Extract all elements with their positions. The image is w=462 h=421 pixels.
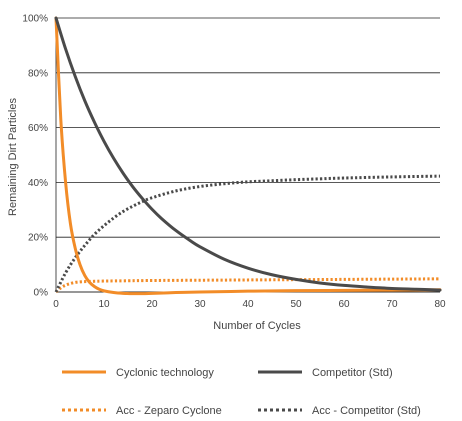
y-tick-label: 40% [28,178,48,189]
y-tick-label: 80% [28,68,48,79]
legend-item-acc-zeparo-cyclone: Acc - Zeparo Cyclone [62,405,222,417]
legend-label: Acc - Competitor (Std) [312,405,421,417]
legend-label: Competitor (Std) [312,367,393,379]
y-tick-label: 60% [28,123,48,134]
x-axis-title: Number of Cycles [213,320,301,332]
legend-label: Cyclonic technology [116,367,214,379]
y-tick-label: 100% [22,14,48,25]
x-tick-label: 40 [242,299,254,310]
legend-label: Acc - Zeparo Cyclone [116,405,222,417]
x-tick-label: 30 [194,299,206,310]
series-line-acc-zeparo-cyclone [55,277,441,294]
legend: Cyclonic technology Competitor (Std) Acc -… [62,367,421,417]
x-tick-label: 80 [434,299,446,310]
plot-area [54,16,442,296]
axes [55,18,440,293]
grid [56,17,440,293]
x-tick-label: 20 [146,299,158,310]
series-line-cyclonic-technology [54,16,442,296]
legend-item-competitor-std: Competitor (Std) [258,367,393,379]
x-tick-label: 10 [98,299,110,310]
y-axis-title: Remaining Dirt Particles [7,98,19,216]
y-tick-label: 0% [34,288,49,299]
legend-item-acc-competitor-std: Acc - Competitor (Std) [258,405,421,417]
y-tick-label: 20% [28,233,48,244]
legend-item-cyclonic-technology: Cyclonic technology [62,367,214,379]
x-tick-label: 50 [290,299,302,310]
x-tick-label: 0 [53,299,59,310]
x-tick-label: 70 [386,299,398,310]
x-tick-label: 60 [338,299,350,310]
series-line-competitor-std [54,16,442,292]
tick-labels: 0% 20% 40% 60% 80% 100% 0 10 20 30 40 50 60 70 80 [22,14,446,311]
series-line-acc-competitor-std [54,174,441,293]
